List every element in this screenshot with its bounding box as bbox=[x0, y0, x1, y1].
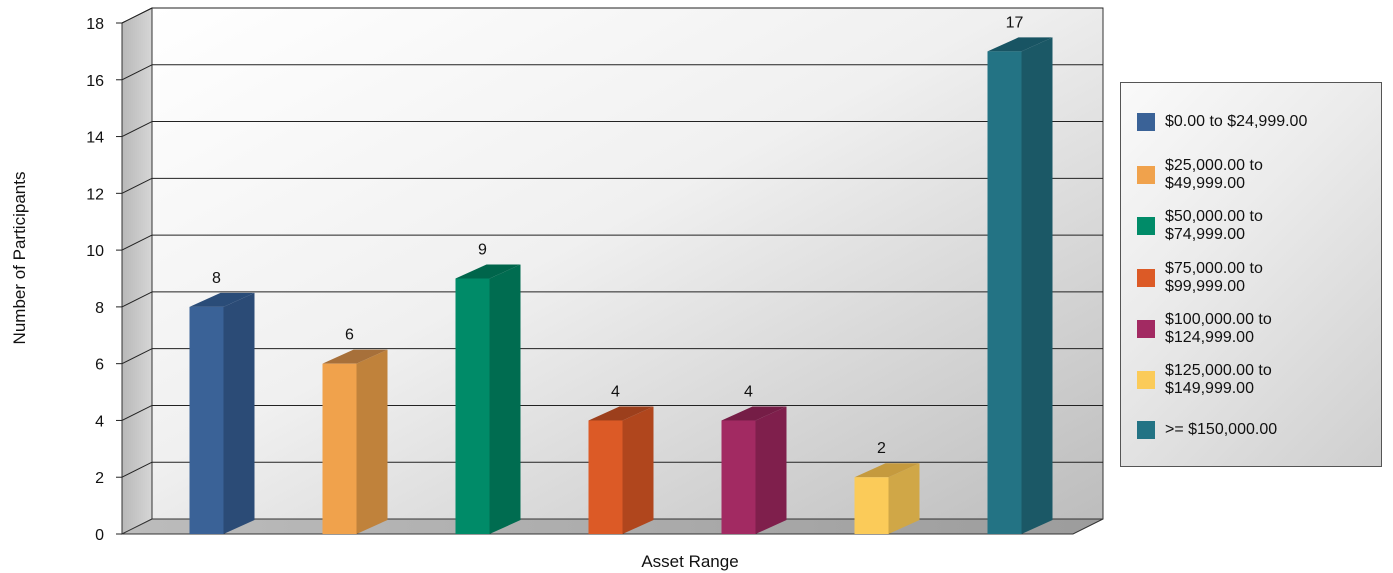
legend-swatch bbox=[1137, 217, 1155, 235]
bar-top bbox=[322, 349, 388, 364]
legend-item: $125,000.00 to $149,999.00 bbox=[1137, 362, 1380, 398]
y-tick-label: 8 bbox=[95, 300, 104, 317]
data-label: 9 bbox=[478, 242, 487, 259]
y-tick-label: 18 bbox=[86, 16, 104, 33]
bars bbox=[189, 37, 1053, 535]
data-label: 17 bbox=[1006, 14, 1024, 31]
legend-label: $125,000.00 to $149,999.00 bbox=[1165, 362, 1380, 398]
legend-swatch bbox=[1137, 421, 1155, 439]
legend-item: $100,000.00 to $124,999.00 bbox=[1137, 311, 1380, 347]
gridline-depth bbox=[121, 64, 153, 81]
legend-label-line: >= $150,000.00 bbox=[1165, 421, 1278, 438]
bar-side bbox=[622, 406, 654, 534]
gridline-depth bbox=[121, 177, 153, 194]
bar-front bbox=[455, 278, 490, 534]
bar-front bbox=[721, 420, 756, 534]
gridline-depth bbox=[121, 121, 153, 138]
side-wall bbox=[121, 7, 153, 535]
data-label: 8 bbox=[212, 270, 221, 287]
data-label: 4 bbox=[611, 383, 620, 400]
data-label: 4 bbox=[744, 383, 753, 400]
legend-swatch bbox=[1137, 320, 1155, 338]
data-label: 6 bbox=[345, 327, 354, 344]
legend-swatch bbox=[1137, 166, 1155, 184]
y-tick-label: 6 bbox=[95, 357, 104, 374]
bar-side bbox=[755, 406, 787, 534]
legend-label-line: $74,999.00 bbox=[1165, 226, 1246, 243]
bar-side bbox=[888, 463, 920, 534]
x-axis-label: Asset Range bbox=[641, 552, 739, 571]
bar bbox=[322, 349, 388, 534]
y-axis-label: Number of Participants bbox=[10, 171, 29, 345]
bar-top bbox=[987, 37, 1053, 52]
bar-front bbox=[189, 306, 224, 534]
y-tick-label: 4 bbox=[95, 413, 104, 430]
legend-swatch bbox=[1137, 269, 1155, 287]
gridline-depth bbox=[121, 348, 153, 365]
legend-item: $25,000.00 to $49,999.00 bbox=[1137, 157, 1380, 193]
bar bbox=[854, 463, 920, 534]
y-tick-label: 16 bbox=[86, 73, 104, 90]
legend-label-line: $100,000.00 to bbox=[1165, 311, 1272, 328]
legend-label: $50,000.00 to $74,999.00 bbox=[1165, 208, 1380, 244]
bar bbox=[987, 37, 1053, 535]
legend-label-line: $0.00 to $24,999.00 bbox=[1165, 113, 1308, 130]
y-tick-label: 2 bbox=[95, 470, 104, 487]
bar bbox=[189, 292, 255, 534]
bar bbox=[721, 406, 787, 534]
bar-top bbox=[455, 264, 521, 279]
bar-side bbox=[1021, 37, 1053, 535]
bar-top bbox=[854, 463, 920, 478]
legend-label-line: $50,000.00 to bbox=[1165, 208, 1263, 225]
bar-top bbox=[721, 406, 787, 421]
legend-label: $25,000.00 to $49,999.00 bbox=[1165, 157, 1380, 193]
legend-label: $0.00 to $24,999.00 bbox=[1165, 113, 1380, 131]
legend-item: >= $150,000.00 bbox=[1137, 421, 1380, 439]
legend-swatch bbox=[1137, 113, 1155, 131]
bar-front bbox=[322, 363, 357, 534]
legend-label-line: $124,999.00 bbox=[1165, 329, 1254, 346]
legend-label-line: $25,000.00 to bbox=[1165, 157, 1263, 174]
legend-label-line: $125,000.00 to bbox=[1165, 362, 1272, 379]
y-tick-label: 12 bbox=[86, 186, 104, 203]
gridline-depth bbox=[121, 461, 153, 478]
y-tick-label: 0 bbox=[95, 527, 104, 544]
y-tick-label: 10 bbox=[86, 243, 104, 260]
gridline-depth bbox=[121, 291, 153, 308]
legend-label-line: $99,999.00 bbox=[1165, 278, 1246, 295]
legend-item: $75,000.00 to $99,999.00 bbox=[1137, 260, 1380, 296]
y-axis-ticks: 0 2 4 6 8 10 12 14 16 18 bbox=[86, 16, 122, 544]
bar bbox=[588, 406, 654, 534]
bar-top bbox=[189, 292, 255, 307]
gridline-depth bbox=[121, 404, 153, 421]
legend-item: $0.00 to $24,999.00 bbox=[1137, 113, 1380, 131]
legend-label-line: $149,999.00 bbox=[1165, 380, 1254, 397]
bar-front bbox=[987, 51, 1022, 535]
bar-front bbox=[588, 420, 623, 534]
gridline-depth bbox=[121, 234, 153, 251]
y-tick-label: 14 bbox=[86, 130, 104, 147]
legend: $0.00 to $24,999.00 $25,000.00 to $49,999.… bbox=[1120, 82, 1382, 467]
data-labels: 8 6 9 4 4 2 17 bbox=[212, 14, 1023, 457]
legend-label: $100,000.00 to $124,999.00 bbox=[1165, 311, 1380, 347]
legend-label-line: $49,999.00 bbox=[1165, 175, 1246, 192]
bar-side bbox=[223, 292, 255, 534]
bar-top bbox=[588, 406, 654, 421]
bar-side bbox=[356, 349, 388, 534]
data-label: 2 bbox=[877, 440, 886, 457]
legend-item: $50,000.00 to $74,999.00 bbox=[1137, 208, 1380, 244]
bar-side bbox=[489, 264, 521, 534]
bar bbox=[455, 264, 521, 534]
legend-swatch bbox=[1137, 371, 1155, 389]
legend-label: >= $150,000.00 bbox=[1165, 421, 1380, 439]
gridline-depth bbox=[121, 7, 153, 24]
legend-label-line: $75,000.00 to bbox=[1165, 260, 1263, 277]
bar-front bbox=[854, 477, 889, 534]
legend-label: $75,000.00 to $99,999.00 bbox=[1165, 260, 1380, 296]
